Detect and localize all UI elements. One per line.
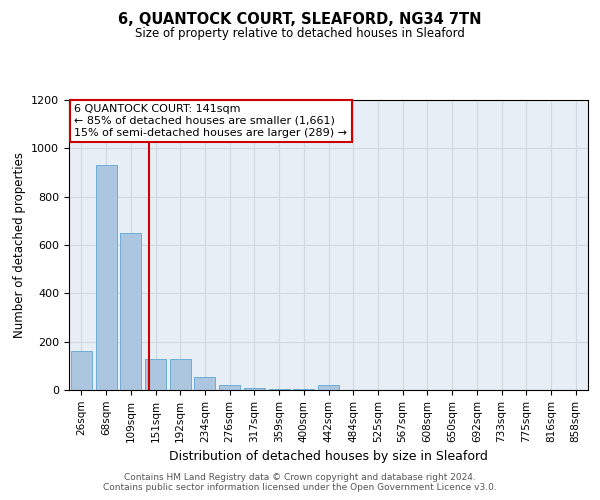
- Bar: [219, 385, 240, 390]
- Text: 6, QUANTOCK COURT, SLEAFORD, NG34 7TN: 6, QUANTOCK COURT, SLEAFORD, NG34 7TN: [118, 12, 482, 28]
- Bar: [71, 352, 92, 390]
- Bar: [170, 358, 191, 390]
- Bar: [269, 389, 290, 390]
- Bar: [145, 358, 166, 390]
- Bar: [120, 233, 141, 390]
- Y-axis label: Number of detached properties: Number of detached properties: [13, 152, 26, 338]
- Bar: [293, 389, 314, 390]
- Text: 6 QUANTOCK COURT: 141sqm
← 85% of detached houses are smaller (1,661)
15% of sem: 6 QUANTOCK COURT: 141sqm ← 85% of detach…: [74, 104, 347, 138]
- Text: Size of property relative to detached houses in Sleaford: Size of property relative to detached ho…: [135, 28, 465, 40]
- Text: Contains HM Land Registry data © Crown copyright and database right 2024.
Contai: Contains HM Land Registry data © Crown c…: [103, 473, 497, 492]
- Bar: [244, 388, 265, 390]
- Bar: [95, 165, 116, 390]
- Bar: [194, 376, 215, 390]
- X-axis label: Distribution of detached houses by size in Sleaford: Distribution of detached houses by size …: [169, 450, 488, 463]
- Bar: [318, 385, 339, 390]
